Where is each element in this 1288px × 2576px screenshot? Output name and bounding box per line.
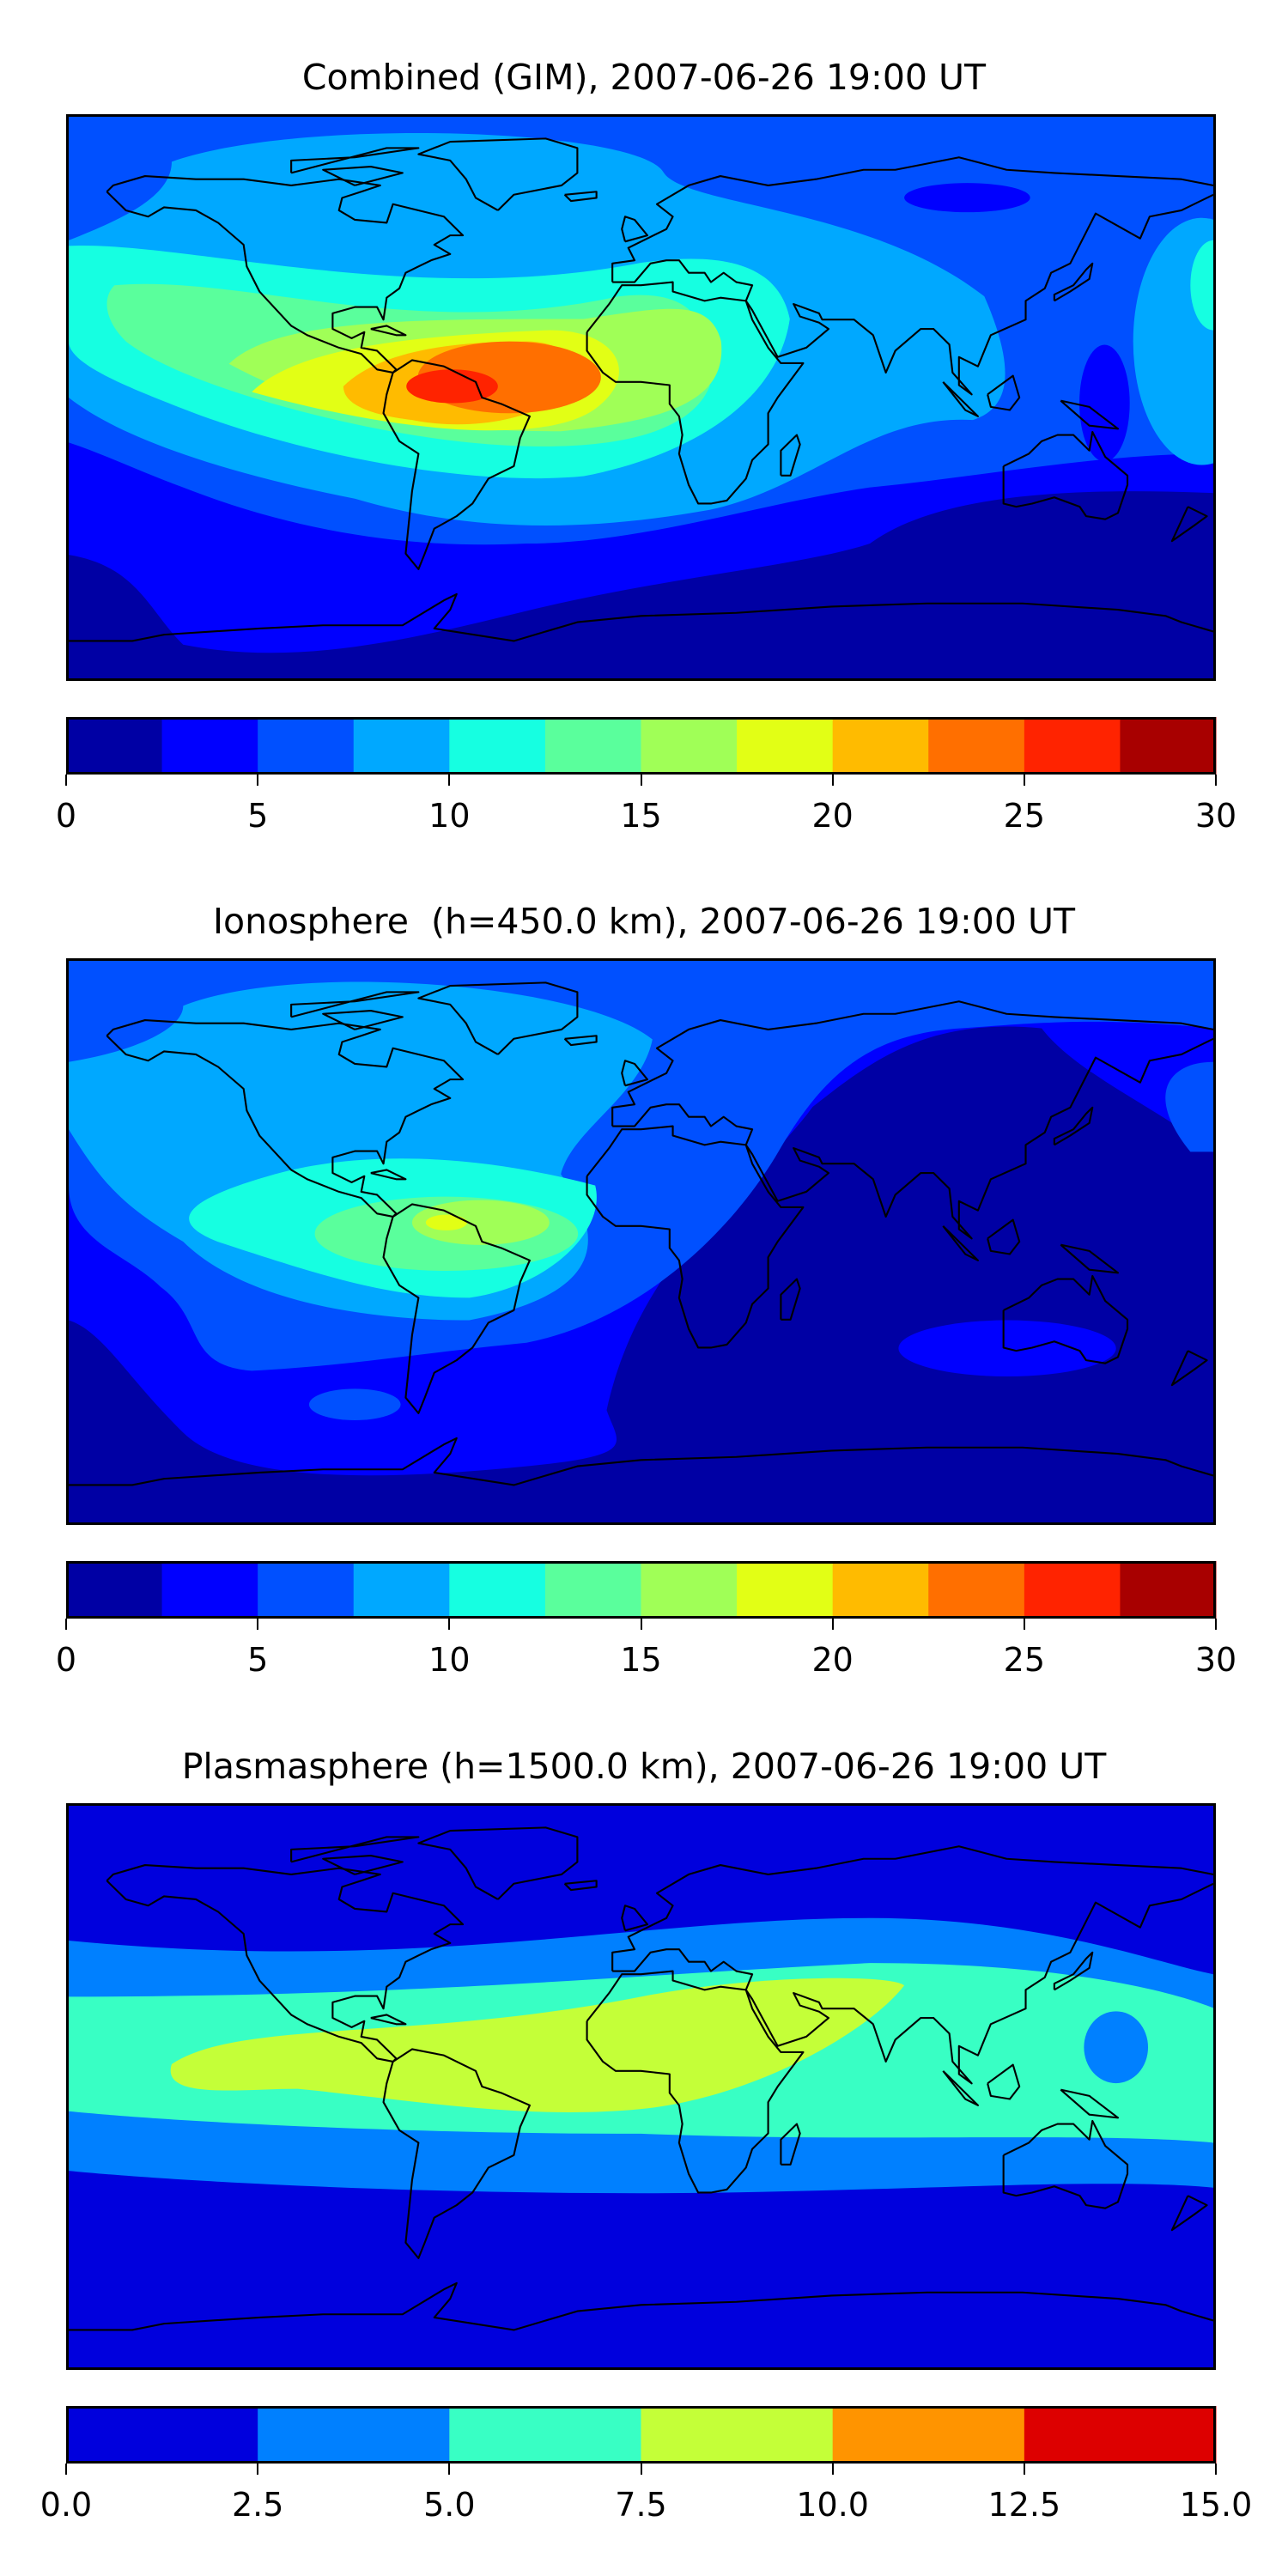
colorbar-tick-label: 0.0 [39,2486,93,2524]
colorbar-tick [448,1619,451,1630]
panel-combined: Combined (GIM), 2007-06-26 19:00 UT 0 5 10… [0,0,1288,845]
colorbar [65,1561,1217,1630]
colorbar-tick-label: 5 [247,797,269,835]
colorbar-swatches [66,2406,1217,2464]
colorbar-swatch [449,1561,546,1619]
colorbar-tick [65,1619,67,1630]
colorbar-tick [65,2464,67,2475]
contour-band-7.5-10 [170,1978,905,2112]
panel-ionosphere: Ionosphere (h=450.0 km), 2007-06-26 19:0… [0,844,1288,1689]
colorbar-frame [66,717,1216,775]
colorbar-swatch [449,2406,641,2464]
colorbar-tick [65,775,67,786]
colorbar-tick-label: 5 [247,1641,269,1679]
colorbar-swatch [66,1561,163,1619]
colorbar-swatch [258,1561,355,1619]
colorbar-swatch [737,1561,834,1619]
contour-band-5-7.5 [308,1388,401,1420]
colorbar-tick-label: 20 [811,1641,854,1679]
colorbar-tick-label: 25 [1003,797,1046,835]
colorbar-tick [1023,775,1025,786]
colorbar-tick [448,2464,451,2475]
colorbar-swatch [258,717,355,775]
colorbar-tick [257,775,259,786]
colorbar-swatch [928,717,1025,775]
colorbar-tick [1215,2464,1217,2475]
colorbar-swatch [544,1561,641,1619]
colorbar-tick [831,2464,834,2475]
contour-band-2.5-5 [904,183,1030,213]
colorbar-tick [1215,775,1217,786]
colorbar-swatch [641,2406,834,2464]
plot-title: Ionosphere (h=450.0 km), 2007-06-26 19:0… [212,901,1076,942]
colorbar-swatch [66,2406,258,2464]
colorbar-tick-label: 0 [55,797,77,835]
colorbar-swatch [641,717,738,775]
contour-band-17.5-20 [425,1214,467,1230]
colorbar-tick-label: 7.5 [615,2486,667,2524]
panel-plasmasphere: Plasmasphere (h=1500.0 km), 2007-06-26 1… [0,1689,1288,2534]
colorbar-tick-label: 5.0 [423,2486,476,2524]
colorbar-swatch [832,2406,1025,2464]
colorbar [65,2406,1217,2475]
colorbar-swatch [1120,1561,1217,1619]
contour-band-5-7.5 [1165,1061,1213,1152]
colorbar-tick-label: 0 [55,1641,77,1679]
colorbar-frame [66,2406,1216,2464]
colorbar [65,717,1217,786]
contour-band-25-27.5 [406,369,498,404]
colorbar-tick [257,2464,259,2475]
colorbar-swatch [1024,2406,1217,2464]
colorbar-tick-label: 10 [428,1641,471,1679]
colorbar-tick-label: 30 [1194,1641,1237,1679]
plot-title: Plasmasphere (h=1500.0 km), 2007-06-26 1… [181,1746,1107,1787]
colorbar-tick [1215,1619,1217,1630]
colorbar-tick-label: 10 [428,797,471,835]
contour-band-2.5-5 [1084,2011,1149,2084]
colorbar-swatch [832,717,929,775]
colorbar-tick [831,775,834,786]
colorbar-tick-label: 15 [620,1641,662,1679]
colorbar-tick-label: 10.0 [796,2486,869,2524]
map-plasmasphere [66,1803,1216,2370]
colorbar-tick [640,775,642,786]
contour-band-10-12.5 [1190,240,1213,331]
map-ionosphere [66,958,1216,1525]
colorbar-tick-label: 30 [1194,797,1237,835]
colorbar-swatch [641,1561,738,1619]
colorbar-tick [257,1619,259,1630]
colorbar-swatch [1024,717,1121,775]
colorbar-swatch [1024,1561,1121,1619]
colorbar-swatches [66,1561,1217,1619]
colorbar-swatch [161,717,258,775]
colorbar-tick [640,2464,642,2475]
colorbar-tick [448,775,451,786]
colorbar-tick [1023,2464,1025,2475]
plot-title: Combined (GIM), 2007-06-26 19:00 UT [301,57,987,98]
colorbar-swatch [353,1561,450,1619]
colorbar-swatch [1120,717,1217,775]
colorbar-tick-label: 2.5 [231,2486,284,2524]
colorbar-swatches [66,717,1217,775]
colorbar-swatch [161,1561,258,1619]
colorbar-tick [640,1619,642,1630]
colorbar-tick [1023,1619,1025,1630]
colorbar-tick-label: 15 [620,797,662,835]
colorbar-tick-label: 20 [811,797,854,835]
colorbar-frame [66,1561,1216,1619]
contour-band-2.5-5 [1079,344,1130,462]
map-combined [66,114,1216,681]
colorbar-swatch [449,717,546,775]
colorbar-swatch [353,717,450,775]
colorbar-swatch [832,1561,929,1619]
colorbar-swatch [737,717,834,775]
colorbar-tick-label: 12.5 [987,2486,1061,2524]
colorbar-tick [831,1619,834,1630]
colorbar-swatch [66,717,163,775]
colorbar-tick-label: 15.0 [1179,2486,1253,2524]
colorbar-tick-label: 25 [1003,1641,1046,1679]
colorbar-swatch [928,1561,1025,1619]
colorbar-swatch [544,717,641,775]
colorbar-swatch [258,2406,450,2464]
